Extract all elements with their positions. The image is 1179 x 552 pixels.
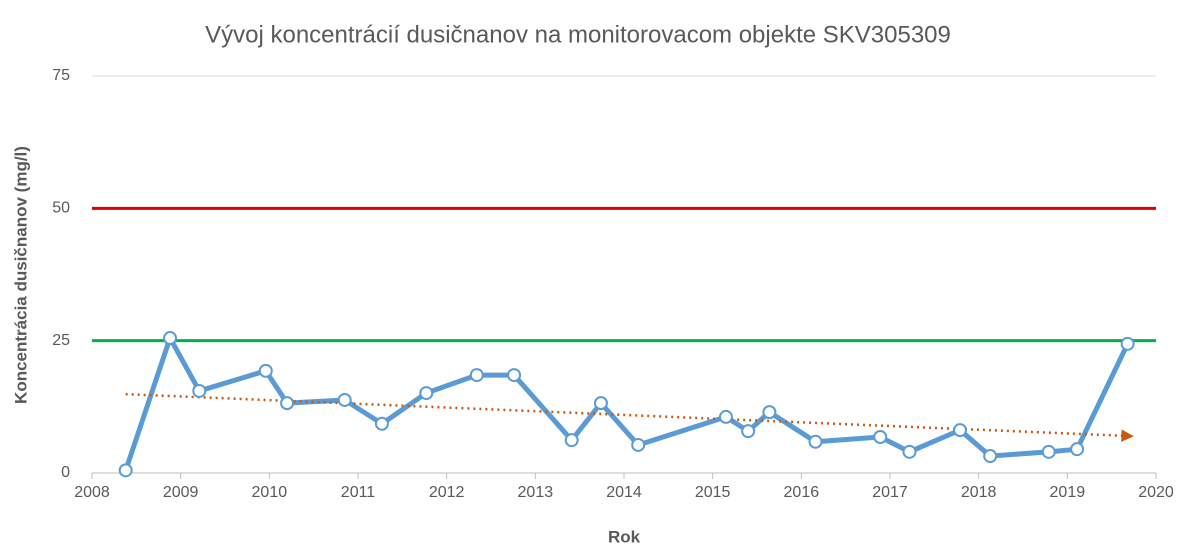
data-point [507,368,522,383]
data-point [953,423,968,438]
y-tick-label: 0 [61,464,70,481]
chart-title: Vývoj koncentrácií dusičnanov na monitor… [205,21,951,48]
y-axis-title: Koncentrácia dusičnanov (mg/l) [11,146,30,404]
data-point [902,444,917,459]
data-point [280,396,295,411]
data-point [337,392,352,407]
x-tick-label: 2016 [784,484,820,501]
data-point [718,409,733,424]
data-point [374,416,389,431]
data-point [192,383,207,398]
data-point [762,405,777,420]
x-tick-label: 2017 [872,484,908,501]
x-tick-label: 2018 [961,484,997,501]
data-point [741,424,756,439]
x-axis-title: Rok [608,527,641,546]
data-point [469,368,484,383]
data-point [118,463,133,478]
x-tick-label: 2010 [252,484,288,501]
data-point [163,331,178,346]
x-tick-label: 2019 [1050,484,1086,501]
data-point [258,363,273,378]
data-point [419,386,434,401]
x-tick-label: 2020 [1138,484,1174,501]
x-tick-label: 2008 [74,484,110,501]
data-line [123,335,1130,472]
x-tick-label: 2013 [518,484,554,501]
x-tick-label: 2015 [695,484,731,501]
y-tick-label: 75 [52,67,70,84]
data-point [631,437,646,452]
data-point [1070,442,1085,457]
data-point [873,430,888,445]
data-point [983,449,998,464]
y-tick-label: 50 [52,200,70,217]
y-tick-label: 25 [52,332,70,349]
x-tick-label: 2011 [341,484,376,501]
data-point [1041,444,1056,459]
x-tick-label: 2014 [606,484,642,501]
data-point [564,433,579,448]
data-point [1120,336,1135,351]
x-tick-label: 2009 [163,484,199,501]
data-point [808,434,823,449]
data-point [593,396,608,411]
x-tick-label: 2012 [429,484,465,501]
